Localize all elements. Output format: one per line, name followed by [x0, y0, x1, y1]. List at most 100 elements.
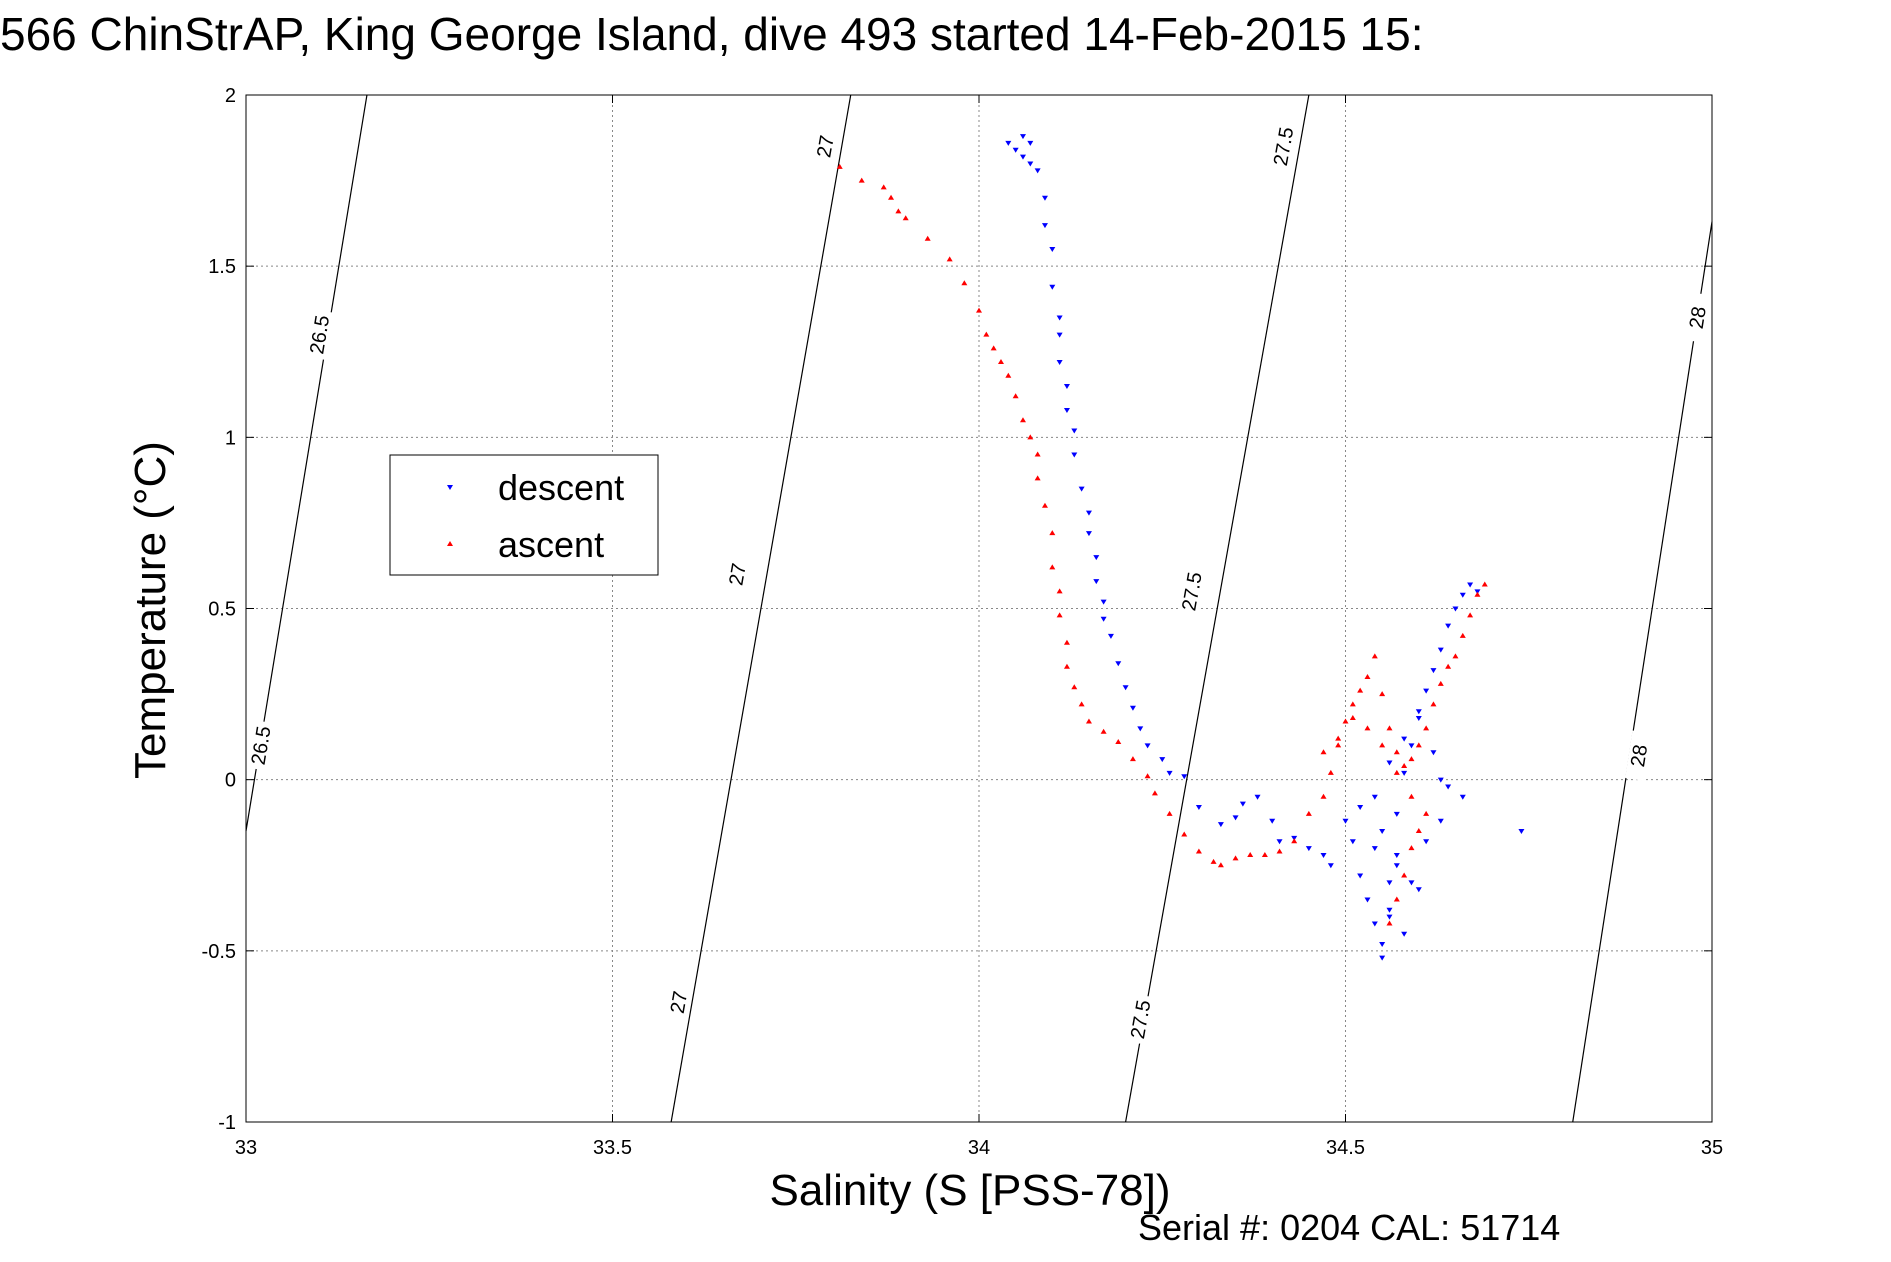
- data-point-descent: [1379, 955, 1386, 961]
- data-point-descent: [1305, 846, 1312, 852]
- data-point-ascent: [1423, 810, 1430, 816]
- data-point-ascent: [1005, 372, 1012, 378]
- data-point-descent: [1085, 510, 1092, 516]
- data-point-ascent: [1430, 701, 1437, 707]
- isopycnal-label-bg: [1625, 730, 1653, 781]
- isopycnal-label: 27: [813, 134, 839, 160]
- data-point-ascent: [1129, 756, 1136, 762]
- legend-label-descent: descent: [498, 467, 624, 508]
- data-point-descent: [1408, 743, 1415, 749]
- data-point-ascent: [1401, 872, 1408, 878]
- legend: descent ascent: [389, 454, 659, 576]
- y-tick-label: 2: [225, 85, 236, 107]
- isopycnal-line: [670, 94, 852, 1123]
- isopycnal-line: [245, 94, 368, 832]
- data-point-ascent: [1357, 687, 1364, 693]
- data-point-ascent: [1071, 684, 1078, 690]
- data-point-ascent: [1335, 735, 1342, 741]
- x-tick-label: 33: [235, 1137, 257, 1159]
- data-point-ascent: [895, 208, 902, 214]
- data-point-ascent: [1393, 769, 1400, 775]
- data-point-descent: [1386, 907, 1393, 913]
- data-point-descent: [1371, 846, 1378, 852]
- data-point-descent: [1379, 829, 1386, 835]
- chart-title: 566 ChinStrAP, King George Island, dive …: [0, 8, 1424, 60]
- data-point-ascent: [983, 331, 990, 337]
- data-point-descent: [1012, 147, 1019, 153]
- data-point-descent: [1269, 818, 1276, 824]
- data-point-descent: [1056, 315, 1063, 321]
- data-point-descent: [1459, 592, 1466, 598]
- data-point-descent: [1254, 794, 1261, 800]
- data-point-descent: [1071, 428, 1078, 434]
- data-point-descent: [1159, 757, 1166, 763]
- data-point-ascent: [1349, 701, 1356, 707]
- isopycnal-label-bg: [246, 720, 275, 771]
- data-point-descent: [1107, 633, 1114, 639]
- data-point-descent: [1100, 599, 1107, 605]
- x-tick-label: 35: [1701, 1137, 1723, 1159]
- data-point-ascent: [1371, 653, 1378, 659]
- data-point-ascent: [1408, 845, 1415, 851]
- data-point-ascent: [961, 280, 968, 286]
- data-point-ascent: [1364, 673, 1371, 679]
- data-point-descent: [1041, 195, 1048, 201]
- data-point-descent: [1386, 760, 1393, 766]
- data-point-descent: [1423, 688, 1430, 694]
- data-point-descent: [1445, 623, 1452, 629]
- data-point-ascent: [1056, 612, 1063, 618]
- data-point-descent: [1430, 750, 1437, 756]
- data-point-ascent: [1056, 588, 1063, 594]
- data-point-ascent: [924, 235, 931, 241]
- data-point-descent: [1195, 805, 1202, 811]
- data-point-descent: [1437, 647, 1444, 653]
- data-point-ascent: [1445, 663, 1452, 669]
- isopycnal-label: 27: [667, 990, 693, 1016]
- data-point-ascent: [976, 307, 982, 313]
- data-point-descent: [1357, 873, 1364, 879]
- isopycnal-label-bg: [1269, 120, 1298, 172]
- data-point-ascent: [1078, 701, 1085, 707]
- data-point-descent: [1349, 839, 1356, 845]
- isopycnal-label-bg: [664, 976, 693, 1028]
- data-point-ascent: [1393, 896, 1400, 902]
- axes-frame: [245, 94, 1713, 1123]
- data-point-ascent: [1063, 639, 1070, 645]
- legend-marker-descent: [447, 485, 453, 490]
- data-point-ascent: [1386, 725, 1393, 731]
- data-point-ascent: [1320, 793, 1327, 799]
- data-point-descent: [1093, 555, 1100, 561]
- data-point-descent: [1027, 161, 1034, 167]
- data-point-descent: [1049, 247, 1056, 253]
- data-point-descent: [1063, 383, 1070, 389]
- data-point-descent: [1415, 716, 1422, 722]
- y-tick-label: 0: [225, 770, 236, 792]
- data-point-descent: [1056, 360, 1063, 366]
- data-point-descent: [1393, 811, 1400, 817]
- data-point-descent: [1459, 794, 1466, 800]
- data-point-ascent: [1115, 739, 1122, 745]
- data-point-descent: [1005, 140, 1012, 146]
- data-point-descent: [1386, 914, 1393, 920]
- data-point-descent: [1408, 880, 1415, 886]
- data-point-ascent: [1364, 725, 1371, 731]
- data-point-ascent: [1452, 653, 1459, 659]
- data-point-descent: [1401, 770, 1408, 776]
- data-point-ascent: [1386, 920, 1393, 926]
- data-point-ascent: [1034, 475, 1041, 481]
- y-tick-label: 1: [225, 427, 236, 449]
- data-point-ascent: [1034, 451, 1041, 457]
- x-tick-label: 33.5: [593, 1137, 632, 1159]
- data-point-descent: [1452, 606, 1459, 612]
- isopycnal-label-bg: [1683, 292, 1711, 343]
- x-tick-label: 34: [968, 1137, 990, 1159]
- series-descent: [1005, 134, 1525, 961]
- data-point-descent: [1019, 134, 1026, 140]
- data-point-ascent: [1085, 718, 1092, 724]
- data-point-descent: [1415, 709, 1422, 715]
- data-point-descent: [1364, 897, 1371, 903]
- data-point-descent: [1093, 579, 1100, 585]
- x-tick-label: 34.5: [1326, 1137, 1365, 1159]
- data-point-ascent: [1408, 756, 1415, 762]
- data-point-descent: [1415, 887, 1422, 893]
